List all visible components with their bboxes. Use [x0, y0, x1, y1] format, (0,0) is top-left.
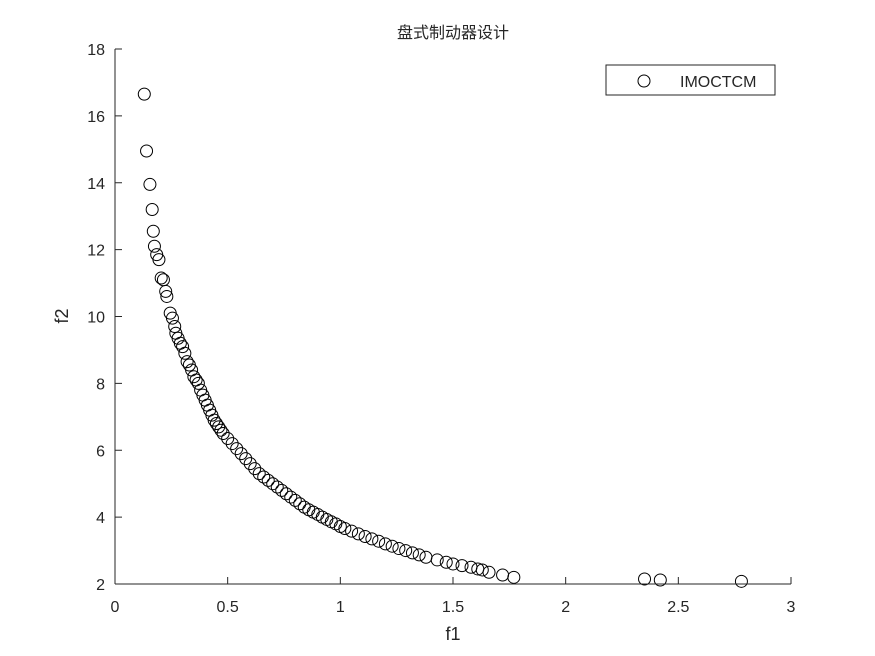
data-point	[243, 457, 257, 471]
data-point	[496, 568, 510, 582]
data-point	[150, 248, 164, 262]
data-point	[275, 483, 289, 497]
data-point	[159, 284, 173, 298]
data-point	[214, 423, 228, 437]
data-point	[734, 574, 748, 588]
data-point	[221, 432, 235, 446]
data-point	[293, 497, 307, 511]
data-point	[507, 570, 521, 584]
chart-title: 盘式制动器设计	[397, 23, 509, 42]
data-point	[252, 467, 266, 481]
data-point	[230, 442, 244, 456]
data-point	[176, 340, 190, 354]
y-tick-label: 16	[87, 109, 105, 126]
x-ticks: 0 0.5 1 1.5 2 2.5 3	[111, 577, 796, 616]
y-tick-label: 8	[96, 376, 105, 393]
data-point	[212, 420, 226, 434]
data-point	[358, 530, 372, 544]
data-point	[143, 177, 157, 191]
y-axis-label: f2	[52, 308, 72, 323]
points-layer	[137, 87, 748, 588]
data-point	[234, 447, 248, 461]
data-point	[306, 505, 320, 519]
x-tick-label: 0.5	[217, 599, 239, 616]
y-tick-label: 12	[87, 243, 105, 260]
data-point	[180, 355, 194, 369]
y-tick-label: 4	[96, 510, 105, 527]
data-point	[455, 559, 469, 573]
data-point	[178, 346, 192, 360]
x-tick-label: 1.5	[442, 599, 464, 616]
data-point	[482, 565, 496, 579]
x-tick-label: 2	[561, 599, 570, 616]
y-tick-label: 10	[87, 310, 105, 327]
data-point	[209, 417, 223, 430]
data-point	[279, 487, 293, 501]
data-point	[405, 546, 419, 560]
data-point	[239, 452, 253, 466]
y-tick-label: 18	[87, 42, 105, 59]
data-point	[439, 555, 453, 569]
data-point	[266, 477, 280, 491]
y-tick-label: 2	[96, 577, 105, 594]
y-tick-label: 14	[87, 176, 105, 193]
data-point	[165, 311, 179, 325]
data-point	[311, 507, 325, 521]
legend-box	[605, 64, 776, 96]
data-point	[145, 203, 159, 216]
data-point	[163, 306, 177, 320]
data-point	[154, 271, 168, 285]
x-tick-label: 1	[336, 599, 345, 616]
data-point	[160, 289, 174, 303]
data-point	[191, 376, 205, 390]
data-point	[207, 413, 221, 427]
x-axis-label: f1	[445, 624, 460, 644]
data-point	[187, 370, 201, 384]
x-tick-label: 3	[787, 599, 796, 616]
data-point	[137, 87, 151, 101]
data-point	[392, 542, 406, 556]
x-tick-label: 0	[111, 599, 120, 616]
y-tick-label: 6	[96, 443, 105, 460]
legend-marker-icon	[637, 74, 651, 88]
data-point	[257, 470, 271, 484]
data-point	[288, 493, 302, 507]
data-point	[284, 490, 298, 504]
data-point	[653, 573, 667, 587]
data-point	[345, 524, 359, 538]
data-point	[430, 553, 444, 567]
data-point	[261, 473, 275, 487]
data-point	[378, 537, 392, 551]
data-point	[419, 550, 433, 564]
legend-label: IMOCTCM	[680, 74, 756, 91]
plot-area	[115, 49, 791, 584]
x-tick-label: 2.5	[667, 599, 689, 616]
data-point	[152, 253, 166, 267]
data-point	[399, 544, 413, 558]
data-point	[412, 548, 426, 562]
data-point	[302, 503, 316, 517]
data-point	[146, 224, 160, 238]
y-ticks: 2 4 6 8 10 12 14 16 18	[87, 42, 122, 594]
data-point	[372, 534, 386, 548]
data-point	[216, 427, 230, 441]
data-point	[446, 557, 460, 571]
data-point	[225, 437, 239, 451]
data-point	[338, 521, 352, 535]
data-point	[168, 320, 182, 334]
data-point	[182, 358, 196, 372]
data-point	[315, 510, 329, 524]
data-point	[270, 480, 284, 494]
data-point	[248, 462, 262, 476]
data-point	[147, 239, 161, 253]
data-point	[140, 144, 154, 158]
data-point	[351, 527, 365, 541]
data-point	[385, 539, 399, 553]
data-point	[365, 532, 379, 546]
data-point	[475, 563, 489, 577]
legend: IMOCTCM	[605, 64, 776, 96]
data-point	[638, 572, 652, 586]
